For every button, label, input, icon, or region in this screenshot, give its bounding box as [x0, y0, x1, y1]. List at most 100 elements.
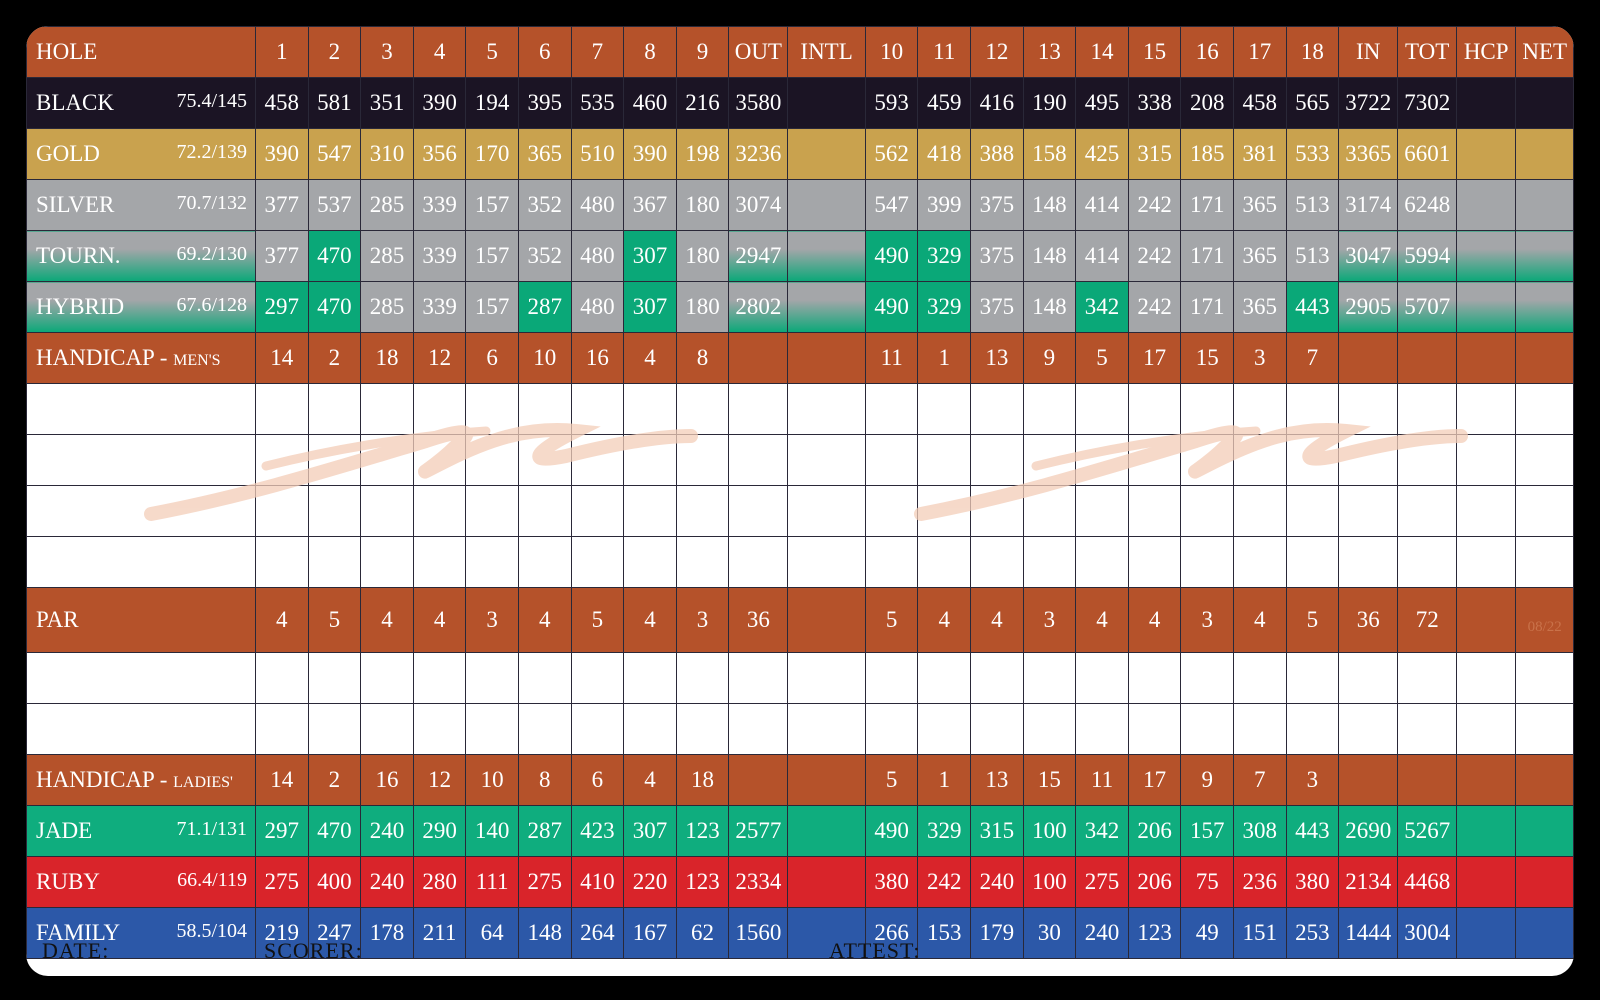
yardage-cell: 342	[1075, 281, 1129, 333]
yardage-cell: 4	[412, 587, 467, 653]
yardage-cell: 10	[517, 332, 572, 384]
yardage-cell: 2334	[728, 856, 789, 908]
yardage-cell: 3	[1180, 587, 1234, 653]
score-cell	[1397, 703, 1458, 755]
score-cell	[1233, 652, 1287, 704]
yardage-cell: 170	[465, 128, 519, 180]
cell	[1515, 230, 1574, 282]
yardage-cell: 339	[412, 281, 467, 333]
score-cell	[623, 652, 677, 704]
header-cell: INTL	[787, 26, 866, 78]
score-cell	[1397, 434, 1458, 486]
yardage-cell: 285	[360, 179, 414, 231]
row-rating: 58.5/104	[176, 920, 247, 942]
score-cell	[255, 485, 309, 537]
score-cell	[864, 536, 919, 588]
row-label: HANDICAP - MEN'S	[26, 332, 256, 384]
yardage-cell: 390	[623, 128, 677, 180]
score-cell	[1075, 536, 1129, 588]
row-label: HANDICAP - LADIES'	[26, 754, 256, 806]
yardage-cell: 3580	[728, 77, 789, 129]
score-cell	[517, 652, 572, 704]
cell	[787, 128, 866, 180]
yardage-cell: 297	[255, 805, 309, 857]
yardage-cell: 18	[675, 754, 730, 806]
cell	[1515, 856, 1574, 908]
score-cell	[675, 703, 730, 755]
yardage-cell: 365	[1233, 179, 1287, 231]
cell	[787, 179, 866, 231]
yardage-cell: 179	[970, 907, 1024, 959]
yardage-cell: 194	[465, 77, 519, 129]
yardage-cell: 180	[675, 230, 730, 282]
score-cell	[1075, 485, 1129, 537]
score-cell	[307, 536, 362, 588]
score-cell	[412, 485, 467, 537]
yardage-cell: 443	[1285, 281, 1340, 333]
score-cell	[570, 383, 625, 435]
score-cell	[1127, 383, 1182, 435]
yardage-cell: 480	[570, 230, 625, 282]
yardage-cell: 377	[255, 179, 309, 231]
yardage-cell: 418	[917, 128, 972, 180]
score-cell	[26, 652, 256, 704]
yardage-cell: 6	[570, 754, 625, 806]
score-cell	[1397, 485, 1458, 537]
cell	[1456, 230, 1517, 282]
yardage-cell: 375	[970, 230, 1024, 282]
yardage-cell: 2	[307, 754, 362, 806]
score-cell	[465, 703, 519, 755]
row-name: RUBY	[36, 869, 100, 894]
yardage-cell: 3	[1285, 754, 1340, 806]
yardage-cell: 356	[412, 128, 467, 180]
score-cell	[517, 383, 572, 435]
score-cell	[1180, 703, 1234, 755]
score-cell	[1285, 434, 1340, 486]
score-cell	[1397, 383, 1458, 435]
cell	[1515, 907, 1574, 959]
yardage-cell: 6	[465, 332, 519, 384]
score-cell	[26, 536, 256, 588]
yardage-cell: 533	[1285, 128, 1340, 180]
row-label: PAR	[26, 587, 256, 653]
yardage-cell: 16	[360, 754, 414, 806]
yardage-cell: 310	[360, 128, 414, 180]
yardage-cell: 7	[1233, 754, 1287, 806]
score-cell	[864, 703, 919, 755]
yardage-cell: 547	[307, 128, 362, 180]
header-cell: 18	[1285, 26, 1340, 78]
yardage-cell: 36	[1338, 587, 1399, 653]
score-cell	[1022, 434, 1077, 486]
score-cell	[1022, 703, 1077, 755]
yardage-cell: 240	[360, 805, 414, 857]
yardage-cell: 4	[970, 587, 1024, 653]
score-cell	[623, 485, 677, 537]
yardage-cell: 287	[517, 805, 572, 857]
yardage-cell: 3236	[728, 128, 789, 180]
yardage-cell: 6248	[1397, 179, 1458, 231]
score-cell	[307, 703, 362, 755]
score-cell	[917, 485, 972, 537]
score-cell	[1233, 536, 1287, 588]
row-name: JADE	[36, 818, 93, 843]
yardage-cell: 381	[1233, 128, 1287, 180]
score-cell	[623, 536, 677, 588]
yardage-cell: 4	[1127, 587, 1182, 653]
yardage-cell: 8	[517, 754, 572, 806]
row-rating: 66.4/119	[177, 869, 247, 891]
yardage-cell: 100	[1022, 856, 1077, 908]
row-name: SILVER	[36, 192, 115, 217]
yardage-cell: 460	[623, 77, 677, 129]
yardage-cell: 111	[465, 856, 519, 908]
yardage-cell: 211	[412, 907, 467, 959]
yardage-cell: 5	[1285, 587, 1340, 653]
row-label: BLACK 75.4/145	[26, 77, 256, 129]
score-cell	[255, 383, 309, 435]
yardage-cell: 352	[517, 230, 572, 282]
yardage-cell: 459	[917, 77, 972, 129]
yardage-cell: 480	[570, 179, 625, 231]
score-cell	[864, 383, 919, 435]
row-rating: 67.6/128	[176, 294, 247, 316]
row-name: HANDICAP - MEN'S	[36, 345, 221, 370]
